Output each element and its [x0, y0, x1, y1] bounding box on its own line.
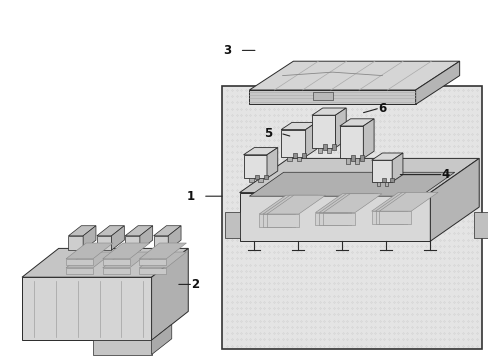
Polygon shape — [139, 252, 186, 268]
Bar — [323, 144, 327, 150]
Text: 4: 4 — [441, 168, 449, 181]
Bar — [139, 268, 166, 274]
Polygon shape — [315, 194, 373, 212]
Polygon shape — [305, 122, 316, 157]
Polygon shape — [281, 130, 305, 157]
Polygon shape — [266, 195, 325, 214]
Polygon shape — [391, 153, 402, 182]
Polygon shape — [311, 115, 335, 148]
Text: 5: 5 — [264, 127, 271, 140]
Polygon shape — [375, 192, 433, 211]
Text: 3: 3 — [223, 44, 231, 57]
Bar — [379, 211, 410, 224]
Polygon shape — [151, 248, 188, 340]
Text: 6: 6 — [378, 102, 386, 114]
Polygon shape — [339, 126, 363, 158]
Bar — [296, 157, 300, 162]
Polygon shape — [93, 340, 151, 355]
Bar — [102, 259, 129, 265]
Polygon shape — [139, 243, 186, 259]
Text: 1: 1 — [186, 190, 194, 203]
Bar — [323, 212, 354, 225]
Polygon shape — [335, 108, 346, 148]
Polygon shape — [363, 119, 373, 158]
Polygon shape — [66, 243, 113, 259]
Bar — [249, 178, 253, 183]
Polygon shape — [371, 153, 402, 160]
Polygon shape — [239, 158, 478, 193]
Polygon shape — [151, 324, 171, 355]
Bar — [286, 157, 291, 162]
Polygon shape — [102, 252, 149, 268]
Polygon shape — [168, 226, 181, 250]
Bar — [319, 212, 350, 225]
Bar — [222, 86, 481, 349]
Polygon shape — [249, 61, 459, 90]
Bar — [315, 212, 346, 225]
Bar — [326, 148, 330, 153]
Bar — [97, 236, 111, 250]
Bar — [371, 211, 403, 224]
Bar — [384, 182, 387, 186]
Bar — [102, 268, 129, 274]
Polygon shape — [339, 119, 373, 126]
Polygon shape — [429, 158, 478, 241]
Polygon shape — [22, 248, 188, 277]
Bar — [354, 158, 358, 164]
Bar — [350, 155, 355, 161]
Bar — [125, 236, 140, 250]
Bar — [263, 175, 267, 179]
Polygon shape — [379, 192, 437, 211]
Bar — [375, 211, 407, 224]
Bar — [389, 178, 393, 182]
Text: 2: 2 — [191, 278, 199, 291]
Polygon shape — [97, 226, 124, 236]
Polygon shape — [22, 277, 151, 340]
Polygon shape — [319, 194, 377, 212]
Polygon shape — [249, 172, 454, 196]
Polygon shape — [263, 195, 321, 214]
Polygon shape — [153, 226, 181, 236]
Bar — [139, 259, 166, 265]
Bar — [266, 214, 298, 227]
Polygon shape — [323, 194, 381, 212]
Polygon shape — [239, 193, 429, 241]
Bar — [301, 153, 305, 158]
Polygon shape — [415, 61, 459, 104]
Polygon shape — [249, 90, 415, 104]
Bar — [345, 158, 349, 164]
Bar — [292, 153, 296, 158]
Polygon shape — [68, 226, 96, 236]
Bar — [254, 175, 259, 179]
Polygon shape — [111, 226, 124, 250]
Polygon shape — [371, 192, 429, 211]
Bar — [66, 259, 93, 265]
Bar — [68, 236, 83, 250]
Polygon shape — [312, 92, 332, 100]
Polygon shape — [259, 195, 317, 214]
Bar — [317, 148, 322, 153]
Bar — [376, 182, 380, 186]
Polygon shape — [281, 122, 316, 130]
Bar — [259, 214, 290, 227]
Bar — [359, 155, 364, 161]
Bar — [66, 268, 93, 274]
Polygon shape — [243, 155, 266, 178]
Bar — [382, 178, 385, 182]
Polygon shape — [83, 226, 96, 250]
Polygon shape — [243, 148, 277, 155]
Polygon shape — [224, 212, 239, 238]
Polygon shape — [125, 226, 152, 236]
Polygon shape — [266, 148, 277, 178]
Polygon shape — [473, 212, 488, 238]
Bar — [331, 144, 336, 150]
Polygon shape — [102, 243, 149, 259]
Polygon shape — [140, 226, 152, 250]
Bar — [258, 178, 262, 183]
Polygon shape — [66, 252, 113, 268]
Polygon shape — [371, 160, 391, 182]
Bar — [263, 214, 294, 227]
Bar — [153, 236, 168, 250]
Polygon shape — [311, 108, 346, 115]
